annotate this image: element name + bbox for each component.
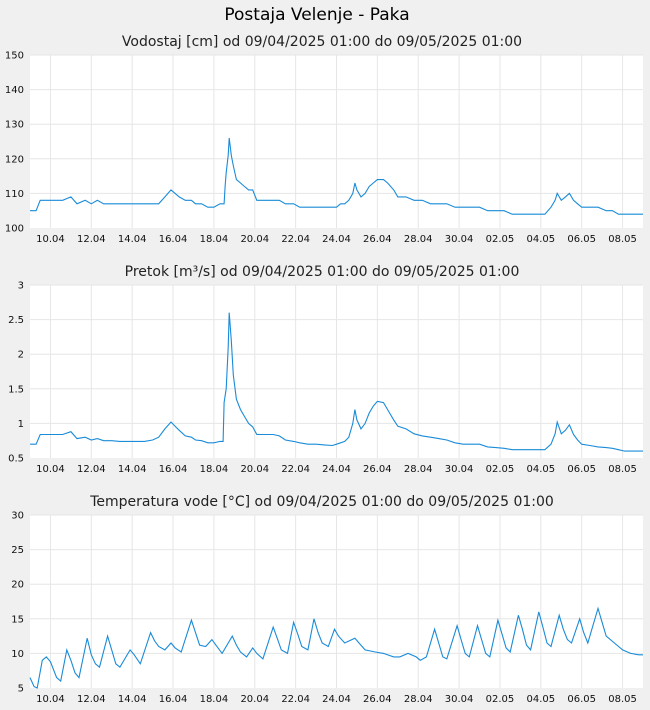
water-temperature-x-tick-label: 24.04 bbox=[322, 694, 351, 705]
discharge-x-tick-label: 18.04 bbox=[200, 464, 229, 475]
water-level-x-tick-label: 02.05 bbox=[486, 234, 515, 245]
water-level-y-tick-label: 130 bbox=[5, 120, 24, 131]
water-level-series-line bbox=[30, 137, 643, 215]
discharge-title: Pretok [m³/s] od 09/04/2025 01:00 do 09/… bbox=[125, 264, 520, 280]
water-level-y-tick-label: 140 bbox=[5, 85, 24, 96]
water-temperature-grid bbox=[30, 514, 643, 688]
discharge-x-tick-label: 16.04 bbox=[159, 464, 188, 475]
water-level-x-tick-label: 16.04 bbox=[159, 234, 188, 245]
discharge-x-tick-label: 10.04 bbox=[36, 464, 65, 475]
water-level-grid bbox=[30, 54, 643, 228]
discharge-x-tick-label: 22.04 bbox=[281, 464, 310, 475]
water-temperature-chart: Temperatura vode [°C] od 09/04/2025 01:0… bbox=[11, 494, 643, 705]
water-temperature-x-tick-label: 12.04 bbox=[77, 694, 106, 705]
water-level-x-tick-label: 18.04 bbox=[200, 234, 229, 245]
discharge-x-tick-label: 08.05 bbox=[608, 464, 637, 475]
water-temperature-y-tick-label: 20 bbox=[11, 580, 24, 591]
water-temperature-x-tick-label: 06.05 bbox=[567, 694, 596, 705]
discharge-x-tick-label: 04.05 bbox=[527, 464, 556, 475]
water-temperature-y-tick-label: 5 bbox=[18, 684, 24, 695]
discharge-series-line bbox=[30, 312, 643, 452]
discharge-y-tick-label: 2 bbox=[18, 350, 24, 361]
water-level-chart: Vodostaj [cm] od 09/04/2025 01:00 do 09/… bbox=[5, 34, 643, 245]
water-temperature-x-tick-label: 02.05 bbox=[486, 694, 515, 705]
water-temperature-x-tick-label: 10.04 bbox=[36, 694, 65, 705]
water-level-x-tick-label: 24.04 bbox=[322, 234, 351, 245]
discharge-x-tick-label: 14.04 bbox=[118, 464, 147, 475]
page-title: Postaja Velenje - Paka bbox=[224, 5, 409, 25]
water-temperature-x-tick-label: 18.04 bbox=[200, 694, 229, 705]
water-temperature-x-tick-label: 30.04 bbox=[445, 694, 474, 705]
discharge-x-tick-label: 30.04 bbox=[445, 464, 474, 475]
water-temperature-y-tick-label: 25 bbox=[11, 545, 24, 556]
water-temperature-x-tick-label: 04.05 bbox=[527, 694, 556, 705]
water-level-title: Vodostaj [cm] od 09/04/2025 01:00 do 09/… bbox=[122, 34, 522, 50]
discharge-y-tick-label: 2.5 bbox=[8, 315, 24, 326]
discharge-x-tick-label: 02.05 bbox=[486, 464, 515, 475]
water-level-y-tick-label: 100 bbox=[5, 224, 24, 235]
water-level-x-tick-label: 28.04 bbox=[404, 234, 433, 245]
discharge-y-tick-label: 1 bbox=[18, 419, 24, 430]
water-level-x-tick-label: 26.04 bbox=[363, 234, 392, 245]
discharge-chart: Pretok [m³/s] od 09/04/2025 01:00 do 09/… bbox=[8, 264, 643, 475]
water-temperature-x-tick-label: 22.04 bbox=[281, 694, 310, 705]
discharge-x-tick-label: 26.04 bbox=[363, 464, 392, 475]
water-level-y-tick-label: 120 bbox=[5, 154, 24, 165]
water-level-x-tick-label: 20.04 bbox=[240, 234, 269, 245]
water-temperature-y-tick-label: 30 bbox=[11, 511, 24, 522]
water-temperature-x-tick-label: 26.04 bbox=[363, 694, 392, 705]
water-level-y-tick-label: 110 bbox=[5, 189, 24, 200]
discharge-y-tick-label: 1.5 bbox=[8, 384, 24, 395]
water-temperature-x-tick-label: 28.04 bbox=[404, 694, 433, 705]
water-level-x-tick-label: 30.04 bbox=[445, 234, 474, 245]
water-level-x-tick-label: 10.04 bbox=[36, 234, 65, 245]
discharge-x-tick-label: 20.04 bbox=[240, 464, 269, 475]
water-level-x-tick-label: 08.05 bbox=[608, 234, 637, 245]
water-temperature-title: Temperatura vode [°C] od 09/04/2025 01:0… bbox=[89, 494, 554, 510]
water-temperature-x-tick-label: 16.04 bbox=[159, 694, 188, 705]
discharge-y-tick-label: 0.5 bbox=[8, 454, 24, 465]
water-level-x-tick-label: 04.05 bbox=[527, 234, 556, 245]
water-temperature-y-tick-label: 10 bbox=[11, 649, 24, 660]
discharge-x-tick-label: 24.04 bbox=[322, 464, 351, 475]
water-level-x-tick-label: 12.04 bbox=[77, 234, 106, 245]
water-level-x-tick-label: 14.04 bbox=[118, 234, 147, 245]
discharge-x-tick-label: 12.04 bbox=[77, 464, 106, 475]
discharge-x-tick-label: 06.05 bbox=[567, 464, 596, 475]
water-level-x-tick-label: 06.05 bbox=[567, 234, 596, 245]
discharge-grid bbox=[30, 284, 643, 458]
discharge-y-tick-label: 3 bbox=[18, 281, 24, 292]
water-temperature-series-line bbox=[29, 606, 643, 689]
discharge-x-tick-label: 28.04 bbox=[404, 464, 433, 475]
water-level-x-tick-label: 22.04 bbox=[281, 234, 310, 245]
water-temperature-x-tick-label: 14.04 bbox=[118, 694, 147, 705]
water-temperature-x-tick-label: 20.04 bbox=[240, 694, 269, 705]
water-temperature-x-tick-label: 08.05 bbox=[608, 694, 637, 705]
water-level-y-tick-label: 150 bbox=[5, 51, 24, 62]
chart-panels: Vodostaj [cm] od 09/04/2025 01:00 do 09/… bbox=[5, 34, 643, 705]
water-temperature-y-tick-label: 15 bbox=[11, 614, 24, 625]
